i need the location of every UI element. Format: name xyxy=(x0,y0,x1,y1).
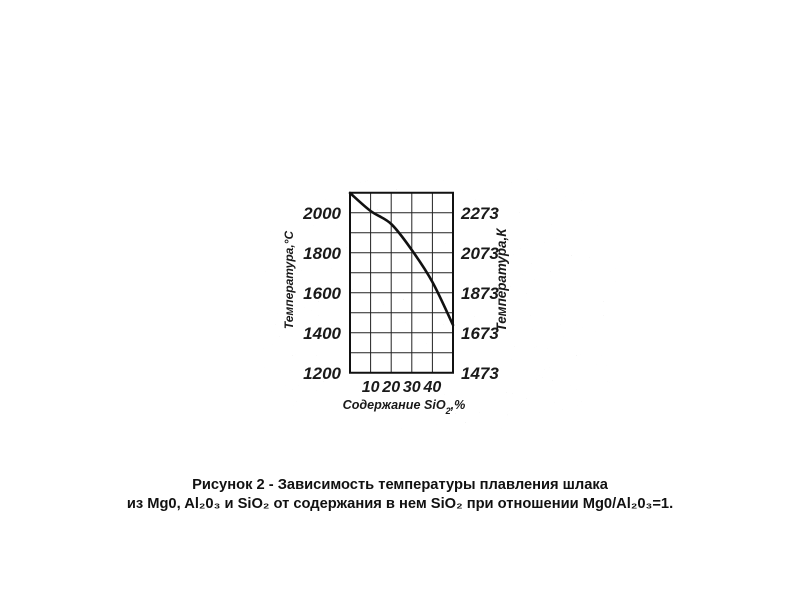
svg-text:1200: 1200 xyxy=(303,364,341,383)
svg-text:40: 40 xyxy=(423,379,442,396)
svg-text:10: 10 xyxy=(362,379,380,396)
svg-text:1600: 1600 xyxy=(303,284,341,303)
svg-text:1800: 1800 xyxy=(303,244,341,263)
svg-text:Температура,К: Температура,К xyxy=(494,228,509,332)
svg-text:2273: 2273 xyxy=(460,204,499,223)
svg-text:2000: 2000 xyxy=(302,204,341,223)
svg-text:30: 30 xyxy=(403,379,421,396)
svg-text:1400: 1400 xyxy=(303,324,341,343)
svg-text:Температура,°С: Температура,°С xyxy=(282,231,296,330)
svg-text:1473: 1473 xyxy=(461,364,499,383)
svg-text:20: 20 xyxy=(381,379,400,396)
